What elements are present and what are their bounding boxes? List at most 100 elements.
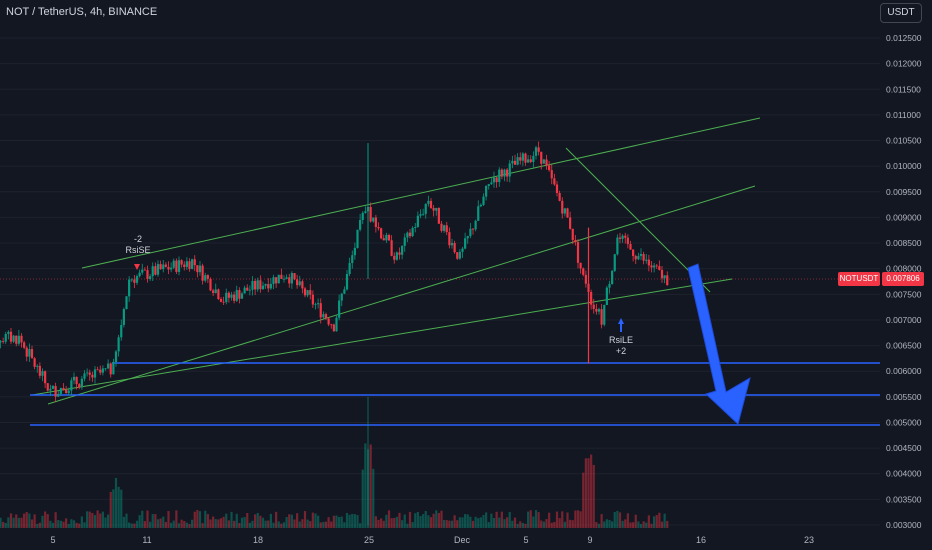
volume-bar — [154, 514, 157, 528]
candle-body — [443, 225, 446, 231]
down-arrow-icon — [687, 263, 751, 425]
candle-body — [634, 255, 637, 260]
volume-bar — [151, 514, 154, 528]
volume-bar — [351, 513, 354, 528]
volume-bar — [275, 511, 278, 528]
candle-body — [193, 259, 196, 266]
volume-bar — [524, 523, 527, 528]
candle-body — [372, 217, 375, 222]
volume-bar — [498, 517, 501, 528]
candle-body — [435, 208, 438, 211]
volume-bar — [553, 521, 556, 528]
candle-body — [655, 265, 658, 267]
candle-body — [117, 337, 120, 352]
candle-body — [351, 255, 354, 264]
candle-body — [209, 278, 212, 291]
candle-body — [616, 237, 619, 255]
candle-body — [398, 252, 401, 255]
candle-body — [91, 374, 94, 378]
candle-body — [645, 259, 648, 261]
volume-bar — [41, 515, 44, 528]
candle-body — [479, 204, 482, 207]
volume-bar — [51, 522, 55, 528]
volume-bar — [162, 516, 165, 528]
volume-bar — [534, 510, 538, 528]
candle-body — [57, 393, 60, 397]
candle-body — [432, 207, 435, 211]
volume-bar — [513, 517, 517, 528]
candle-body — [632, 249, 635, 256]
volume-bar — [309, 521, 312, 528]
price-tick-label: 0.005000 — [886, 417, 922, 427]
candle-body — [663, 275, 666, 279]
volume-bar — [576, 510, 580, 528]
candle-body — [387, 234, 391, 241]
time-tick-label: 5 — [50, 535, 55, 545]
volume-bar — [296, 513, 299, 528]
volume-bar — [605, 519, 608, 528]
volume-bar — [33, 514, 36, 528]
candle-body — [191, 259, 194, 269]
candle-body — [487, 184, 490, 186]
candle-body — [571, 228, 574, 241]
candle-body — [83, 373, 86, 379]
candle-body — [440, 223, 443, 231]
candle-body — [545, 159, 548, 166]
volume-bar — [380, 518, 383, 528]
candle-body — [456, 252, 459, 259]
symbol-price-tag: NOTUSDT — [838, 272, 880, 286]
volume-bar — [443, 519, 446, 528]
volume-bar — [437, 512, 440, 528]
volume-bar — [12, 517, 15, 528]
volume-bar — [369, 444, 372, 528]
currency-button[interactable]: USDT — [880, 3, 922, 23]
volume-bar — [2, 521, 5, 528]
volume-bar — [206, 514, 209, 528]
volume-bar — [125, 513, 128, 528]
volume-bar — [46, 514, 49, 528]
volume-bar — [122, 516, 125, 528]
volume-bar — [219, 518, 223, 528]
candle-body — [20, 335, 23, 343]
candle-body — [660, 269, 664, 279]
volume-bar — [177, 523, 181, 528]
short-signal-label: RsiSE — [125, 245, 151, 255]
volume-bar — [104, 517, 107, 528]
candle-body — [267, 284, 270, 289]
volume-bar — [332, 515, 335, 528]
candle-body — [214, 289, 217, 293]
volume-bar — [390, 518, 393, 528]
volume-bar — [114, 477, 118, 528]
volume-bar — [506, 517, 509, 528]
volume-bar — [387, 510, 391, 528]
volume-bar — [429, 517, 433, 528]
volume-bar — [25, 511, 28, 528]
chart-grid — [0, 37, 880, 526]
candle-body — [540, 151, 543, 164]
candle-body — [385, 234, 388, 241]
volume-bar — [251, 520, 254, 528]
candle-body — [109, 363, 112, 375]
candle-body — [553, 178, 556, 185]
forecast-arrow — [687, 263, 751, 425]
candle-body — [12, 335, 15, 342]
volume-bar — [49, 520, 52, 528]
candle-body — [256, 280, 259, 290]
volume-bar — [101, 511, 104, 528]
volume-bar — [141, 510, 144, 528]
volume-bar — [574, 510, 577, 528]
candle-body — [319, 303, 322, 318]
candle-body — [403, 237, 406, 246]
candle-body — [272, 277, 275, 284]
candle-body — [642, 254, 645, 261]
candle-body — [477, 206, 480, 221]
candle-body — [603, 305, 606, 325]
volume-bar — [107, 514, 110, 528]
candle-body — [122, 309, 125, 325]
candle-body — [395, 252, 398, 260]
candle-body — [54, 386, 57, 397]
candle-body — [330, 324, 333, 326]
volume-bar — [453, 515, 456, 528]
candle-body — [296, 279, 299, 286]
